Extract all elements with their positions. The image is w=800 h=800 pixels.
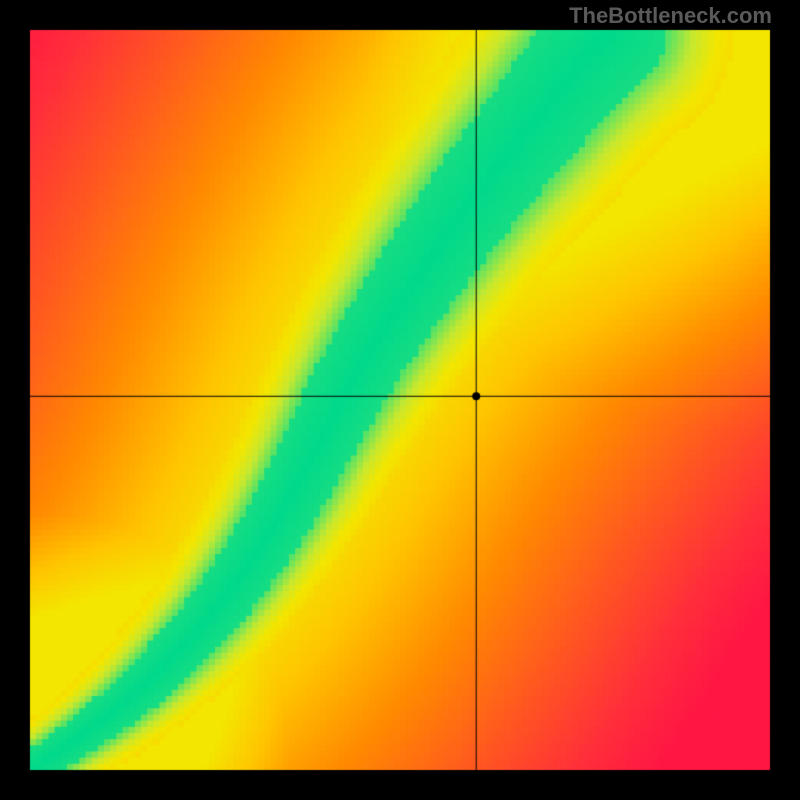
- bottleneck-heatmap: [0, 0, 800, 800]
- chart-container: TheBottleneck.com: [0, 0, 800, 800]
- watermark-text: TheBottleneck.com: [569, 3, 772, 29]
